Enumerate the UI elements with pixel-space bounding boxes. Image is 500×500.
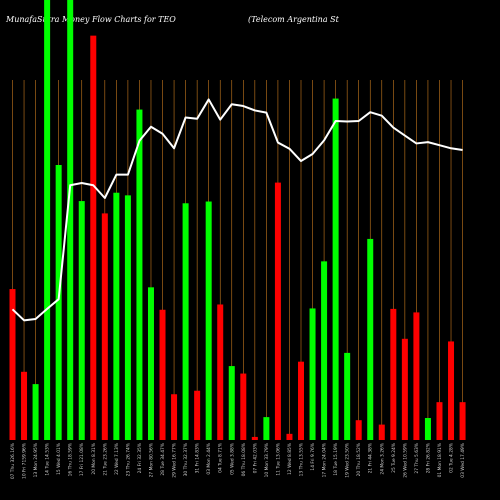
bar-red: [390, 308, 397, 440]
x-tick-label: 27 Mon 80.56%: [148, 443, 154, 477]
bar-green: [263, 417, 270, 440]
bar-red: [355, 420, 362, 440]
bar-green: [424, 418, 431, 440]
bar-green: [55, 165, 62, 440]
x-tick-label: 24 Mon 3.26%: [379, 443, 385, 475]
bar-red: [101, 213, 108, 440]
x-tick-label: 28 Tue 34.47%: [160, 443, 166, 476]
x-tick-label: 20 Thu 18.52%: [356, 443, 362, 476]
x-tick-label: 30 Thu 32.37%: [183, 443, 189, 476]
bar-green: [78, 201, 85, 440]
x-tick-label: 24 Fri 32.35%: [137, 443, 143, 473]
x-tick-label: 10 Mon 33.79%: [264, 443, 270, 477]
x-tick-label: 16 Thu 18.59%: [68, 443, 74, 476]
bar-red: [251, 436, 258, 440]
bar-green: [113, 192, 120, 440]
money-flow-line: [11, 98, 463, 322]
chart-title: MunafaSutra Money Flow Charts for TEO: [5, 15, 176, 24]
bar-red: [448, 341, 455, 440]
x-tick-label: 03 Wed 17.49%: [460, 443, 466, 478]
bar-green: [124, 195, 131, 440]
bar-red: [274, 182, 281, 440]
bar-red: [436, 402, 443, 440]
x-tick-label: 04 Tue 8.71%: [218, 443, 224, 473]
x-axis-tick-labels: 07 Thu 326.16% 10 Fri 7159.96% 13 Mon 24.9…: [10, 443, 466, 479]
bar-green: [147, 287, 154, 440]
bar-red: [194, 390, 201, 440]
x-tick-label: 29 Wed 16.77%: [172, 443, 178, 478]
x-tick-label: 13 Thu 13.55%: [299, 443, 305, 476]
bar-green: [44, 0, 51, 440]
x-tick-label: 18 Tue 15.19%: [333, 443, 339, 476]
x-tick-label: 21 Tue 23.26%: [102, 443, 108, 476]
x-tick-label: 05 Wed 3.88%: [229, 443, 235, 475]
x-tick-label: 22 Wed 7.13%: [114, 443, 120, 475]
x-tick-label: 31 Fri 14.83%: [195, 443, 201, 473]
x-tick-label: 01 Mon 18.91%: [437, 443, 443, 477]
bar-green: [321, 261, 328, 440]
x-tick-label: 17 Fri 121.08%: [79, 443, 85, 476]
bar-green: [309, 308, 316, 440]
bar-red: [298, 361, 304, 440]
x-tick-label: 15 Wed 4.01%: [56, 443, 62, 475]
x-tick-label: 19 Wed 23.50%: [345, 443, 351, 478]
bar-red: [21, 371, 28, 440]
x-tick-label: 23 Thu 26.74%: [125, 443, 131, 476]
bar-red: [171, 394, 178, 440]
x-tick-label: 14 Fri 9.76%: [310, 443, 316, 471]
bars: [9, 0, 466, 440]
x-tick-label: 17 Mon 24.04%: [322, 443, 328, 477]
bar-green: [367, 238, 374, 440]
x-tick-label: 07 Thu 326.16%: [10, 443, 16, 479]
bar-red: [401, 338, 408, 440]
bar-green: [32, 384, 39, 440]
x-tick-label: 26 Wed 10.59%: [402, 443, 408, 478]
bar-red: [413, 312, 420, 440]
bar-red: [90, 35, 97, 440]
x-tick-label: 20 Mon 8.31%: [91, 443, 97, 475]
bar-green: [136, 109, 143, 440]
x-tick-label: 27 Thu 5.63%: [414, 443, 420, 474]
x-tick-label: 10 Fri 7159.96%: [22, 443, 28, 479]
bar-green: [67, 0, 74, 440]
x-tick-label: 13 Mon 24.95%: [33, 443, 39, 477]
x-tick-label: 07 Fri 42.03%: [252, 443, 258, 473]
bar-green: [182, 203, 189, 440]
bar-red: [286, 433, 293, 440]
x-tick-label: 11 Tue 13.06%: [275, 443, 281, 476]
x-tick-label: 25 Tue 9.24%: [391, 443, 397, 473]
x-tick-label: 12 Wed 8.85%: [287, 443, 293, 475]
bar-red: [217, 304, 224, 440]
x-tick-label: 14 Tue 14.53%: [45, 443, 51, 476]
x-tick-label: 28 Fri 26.82%: [425, 443, 431, 473]
bar-red: [378, 424, 385, 440]
bar-red: [159, 309, 166, 440]
x-tick-label: 21 Fri 44.38%: [368, 443, 374, 473]
bar-red: [240, 373, 247, 440]
x-tick-label: 02 Tue 4.28%: [449, 443, 455, 473]
x-tick-label: 03 Mon 2.44%: [206, 443, 212, 475]
bar-green: [332, 98, 339, 440]
flow-line: [11, 98, 463, 322]
bar-red: [459, 402, 466, 440]
bar-red: [9, 289, 16, 440]
bar-green: [228, 366, 235, 440]
chart-subtitle: (Telecom Argentina St: [248, 15, 340, 24]
bar-green: [205, 201, 212, 440]
bar-green: [344, 352, 351, 440]
x-tick-label: 06 Thu 18.08%: [241, 443, 247, 476]
